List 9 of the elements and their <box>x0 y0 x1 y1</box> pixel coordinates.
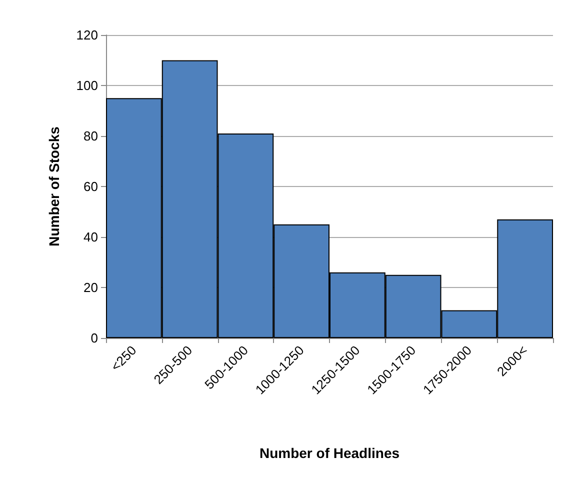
y-tick-label: 100 <box>76 78 98 93</box>
y-tick-label: 40 <box>84 230 98 244</box>
y-tick-label: 60 <box>84 179 98 194</box>
y-tick-label: 120 <box>76 28 98 42</box>
y-axis-title: Number of Stocks <box>46 126 62 246</box>
x-axis-title: Number of Headlines <box>259 445 400 461</box>
y-tick-label: 80 <box>84 128 98 144</box>
y-tick-label: 20 <box>84 280 98 295</box>
y-tick-label: 0 <box>90 330 98 346</box>
